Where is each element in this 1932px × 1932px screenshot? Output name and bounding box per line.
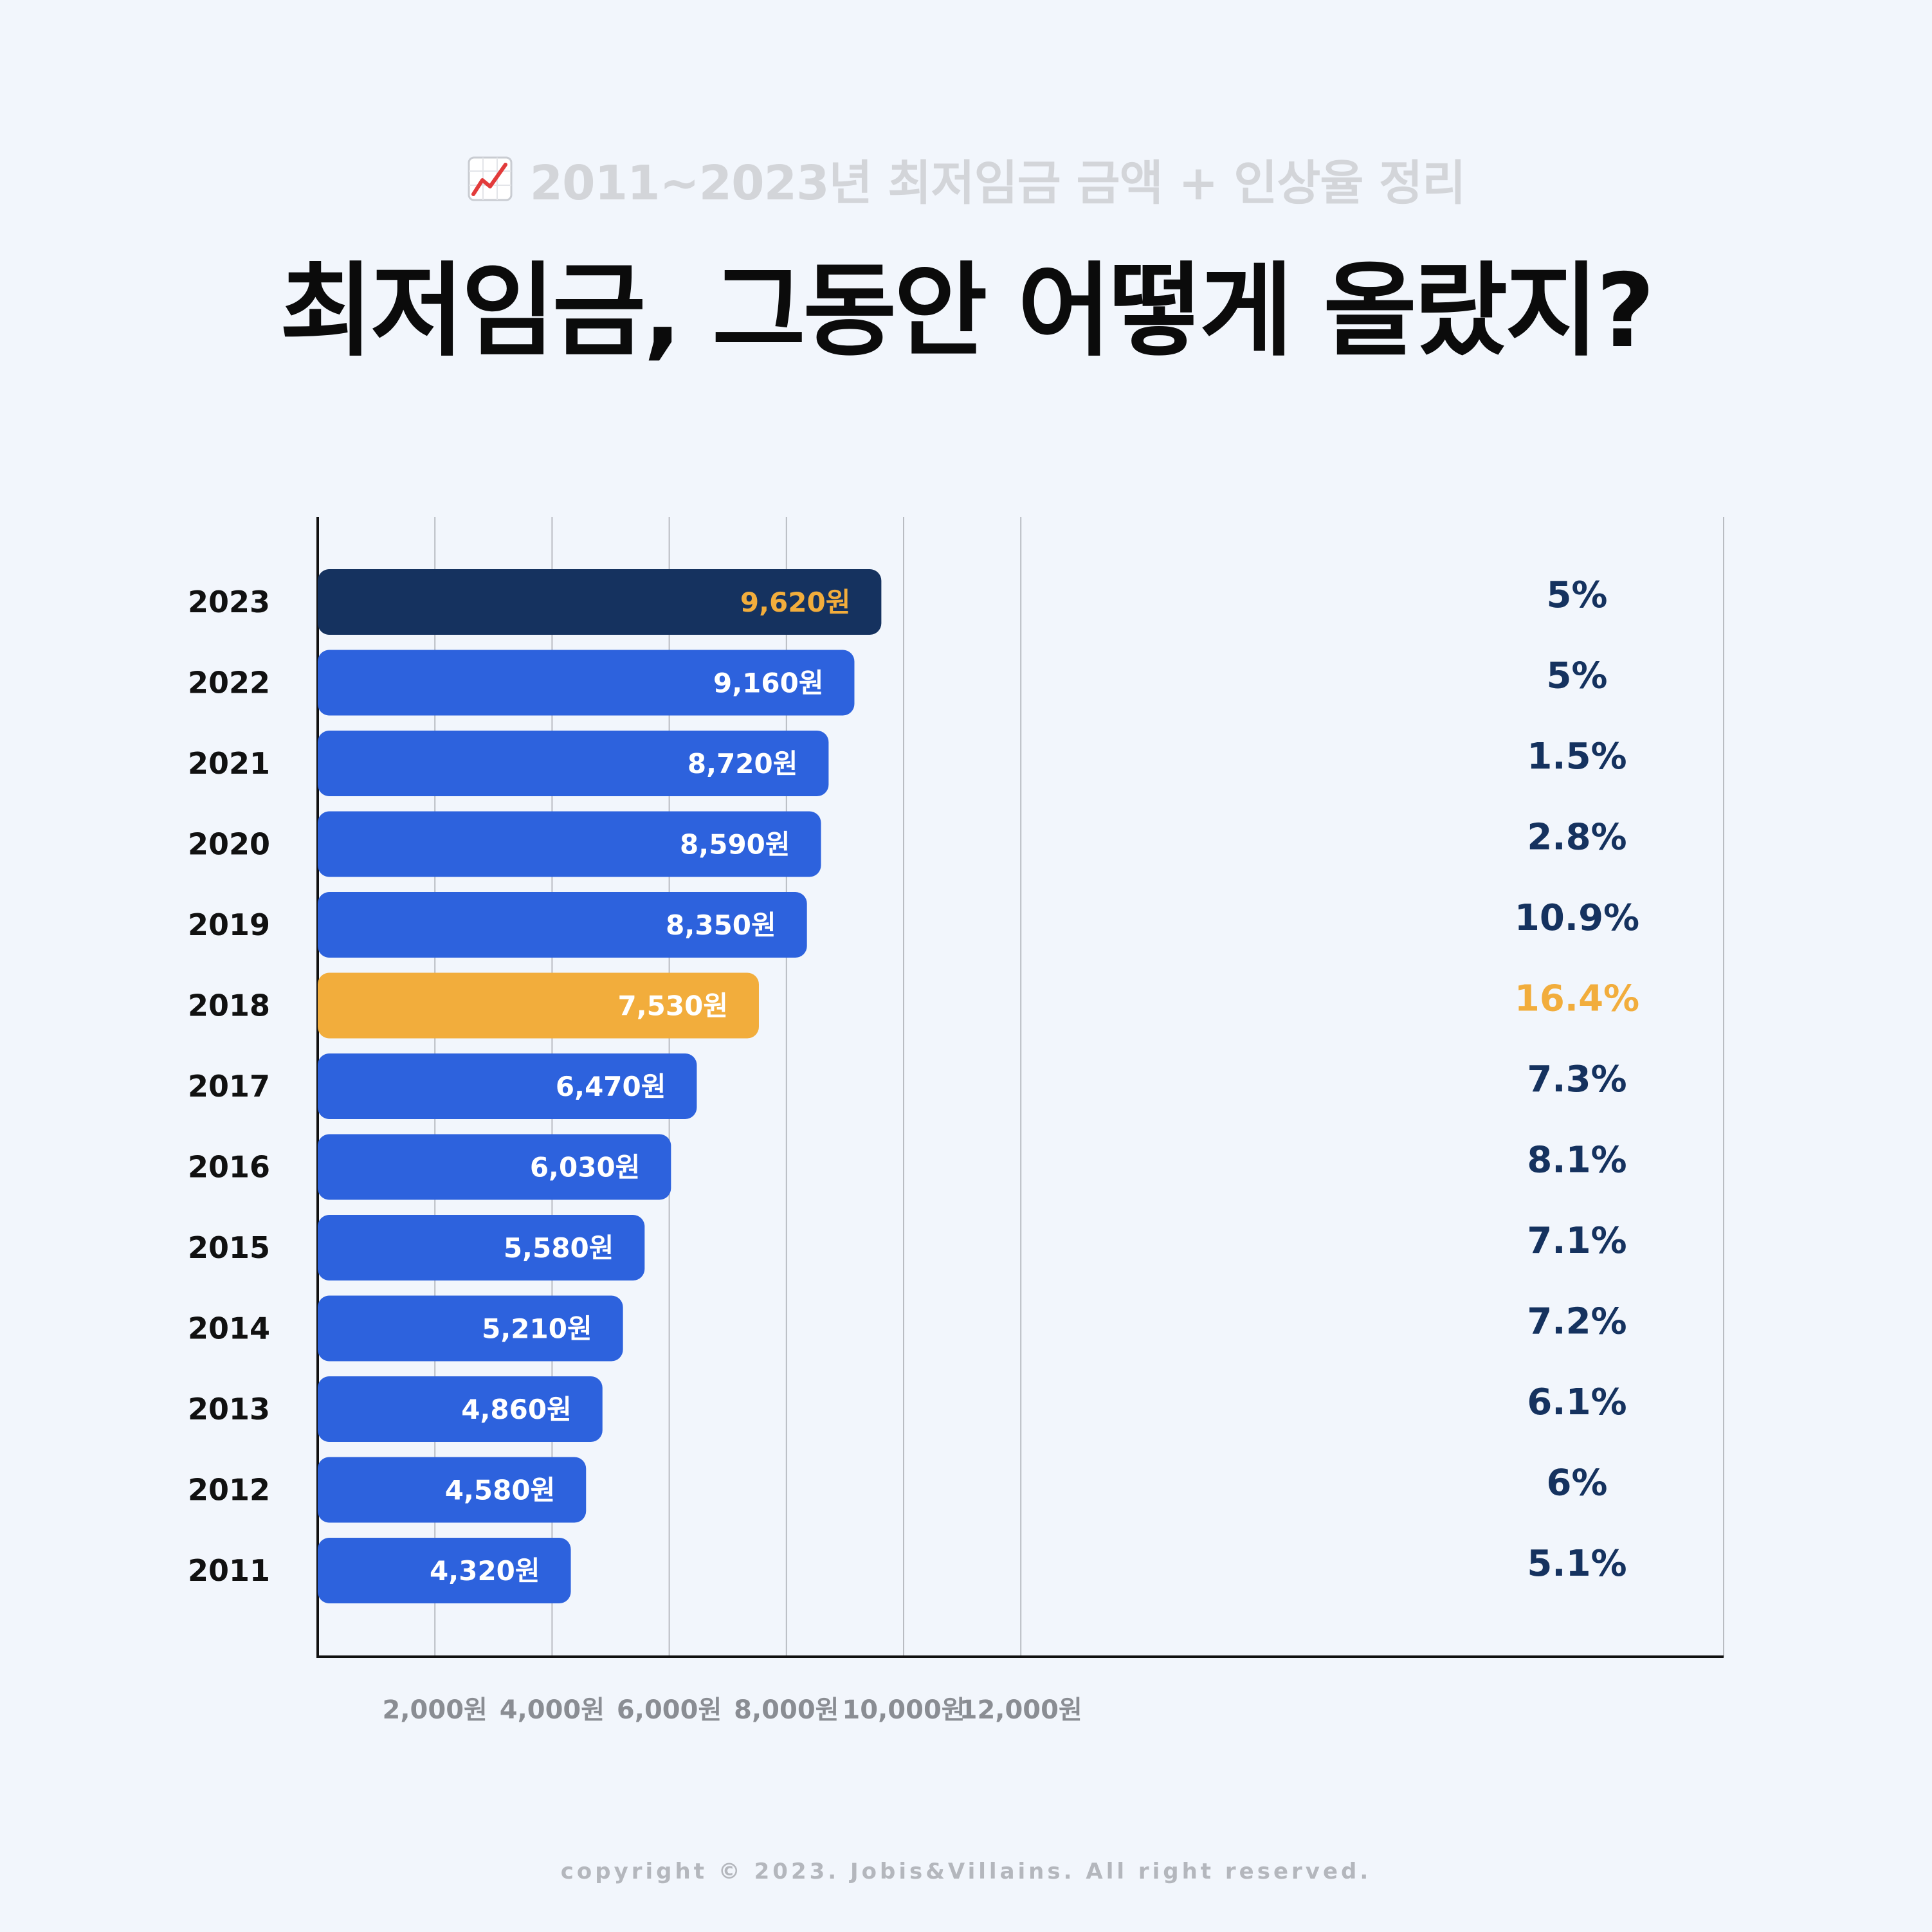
year-label: 2017 bbox=[188, 1069, 270, 1104]
year-label: 2013 bbox=[188, 1392, 270, 1426]
increase-rate-label: 6% bbox=[1546, 1463, 1607, 1504]
increase-rate-label: 7.2% bbox=[1527, 1301, 1627, 1343]
bar-value-label: 4,320원 bbox=[430, 1555, 540, 1587]
subtitle-row: 2011~2023년 최저임금 금액 + 인상율 정리 bbox=[0, 147, 1932, 211]
year-label: 2016 bbox=[188, 1150, 270, 1185]
increase-rate-label: 6.1% bbox=[1527, 1381, 1627, 1423]
bar-value-label: 6,470원 bbox=[556, 1071, 666, 1102]
x-tick-label: 10,000원 bbox=[842, 1695, 965, 1725]
bar-2016 bbox=[318, 1134, 671, 1200]
x-tick-label: 8,000원 bbox=[734, 1695, 839, 1725]
page-title: 최저임금, 그동안 어떻게 올랐지? bbox=[279, 252, 1655, 370]
bar-value-label: 6,030원 bbox=[530, 1152, 641, 1183]
year-label: 2011 bbox=[188, 1553, 270, 1588]
bar-2013 bbox=[318, 1376, 603, 1442]
bar-value-label: 8,590원 bbox=[680, 829, 790, 861]
x-tick-label: 12,000원 bbox=[960, 1695, 1082, 1725]
bar-2020 bbox=[318, 811, 821, 877]
bar-value-label: 4,860원 bbox=[461, 1394, 572, 1425]
increase-rate-label: 5% bbox=[1546, 655, 1607, 697]
year-label: 2021 bbox=[188, 746, 270, 781]
bar-2015 bbox=[318, 1215, 645, 1280]
increase-rate-label: 7.3% bbox=[1527, 1059, 1627, 1100]
year-label: 2018 bbox=[188, 989, 270, 1023]
bar-value-label: 9,160원 bbox=[713, 668, 824, 699]
increase-rate-label: 5% bbox=[1546, 574, 1607, 616]
bar-value-label: 7,530원 bbox=[617, 990, 728, 1022]
x-tick-label: 4,000원 bbox=[500, 1695, 605, 1725]
bar-value-label: 5,580원 bbox=[504, 1232, 614, 1264]
bar-value-label: 8,720원 bbox=[688, 748, 798, 779]
increase-rate-label: 10.9% bbox=[1515, 897, 1639, 939]
bar-value-label: 5,210원 bbox=[482, 1313, 592, 1345]
year-label: 2022 bbox=[188, 666, 270, 700]
year-label: 2019 bbox=[188, 907, 270, 942]
x-tick-label: 6,000원 bbox=[617, 1695, 722, 1725]
year-label: 2023 bbox=[188, 585, 270, 619]
increase-rate-label: 1.5% bbox=[1527, 736, 1627, 778]
chart-increasing-icon bbox=[468, 156, 513, 201]
chart-subtitle: 2011~2023년 최저임금 금액 + 인상율 정리 bbox=[529, 155, 1466, 211]
bar-value-label: 8,350원 bbox=[666, 909, 776, 941]
copyright-notice: copyright © 2023. Jobis&Villains. All ri… bbox=[560, 1859, 1372, 1884]
bar-2018 bbox=[318, 972, 759, 1039]
x-tick-label: 2,000원 bbox=[383, 1695, 488, 1725]
bar-2014 bbox=[318, 1295, 623, 1362]
bar-2022 bbox=[318, 650, 855, 716]
increase-rate-label: 16.4% bbox=[1515, 978, 1639, 1020]
bar-2011 bbox=[318, 1538, 571, 1603]
bar-2023 bbox=[318, 569, 882, 635]
increase-rate-label: 2.8% bbox=[1527, 817, 1627, 859]
bar-2012 bbox=[318, 1457, 587, 1523]
year-label: 2015 bbox=[188, 1230, 270, 1265]
bar-value-label: 4,580원 bbox=[445, 1475, 556, 1506]
increase-rate-label: 7.1% bbox=[1527, 1220, 1627, 1262]
increase-rate-label: 8.1% bbox=[1527, 1140, 1627, 1181]
bar-2021 bbox=[318, 731, 829, 796]
year-label: 2014 bbox=[188, 1311, 270, 1346]
bar-2017 bbox=[318, 1053, 697, 1119]
bar-value-label: 9,620원 bbox=[740, 587, 851, 618]
year-label: 2020 bbox=[188, 827, 270, 862]
increase-rate-label: 5.1% bbox=[1527, 1543, 1627, 1585]
bar-2019 bbox=[318, 892, 807, 958]
year-label: 2012 bbox=[188, 1473, 270, 1508]
